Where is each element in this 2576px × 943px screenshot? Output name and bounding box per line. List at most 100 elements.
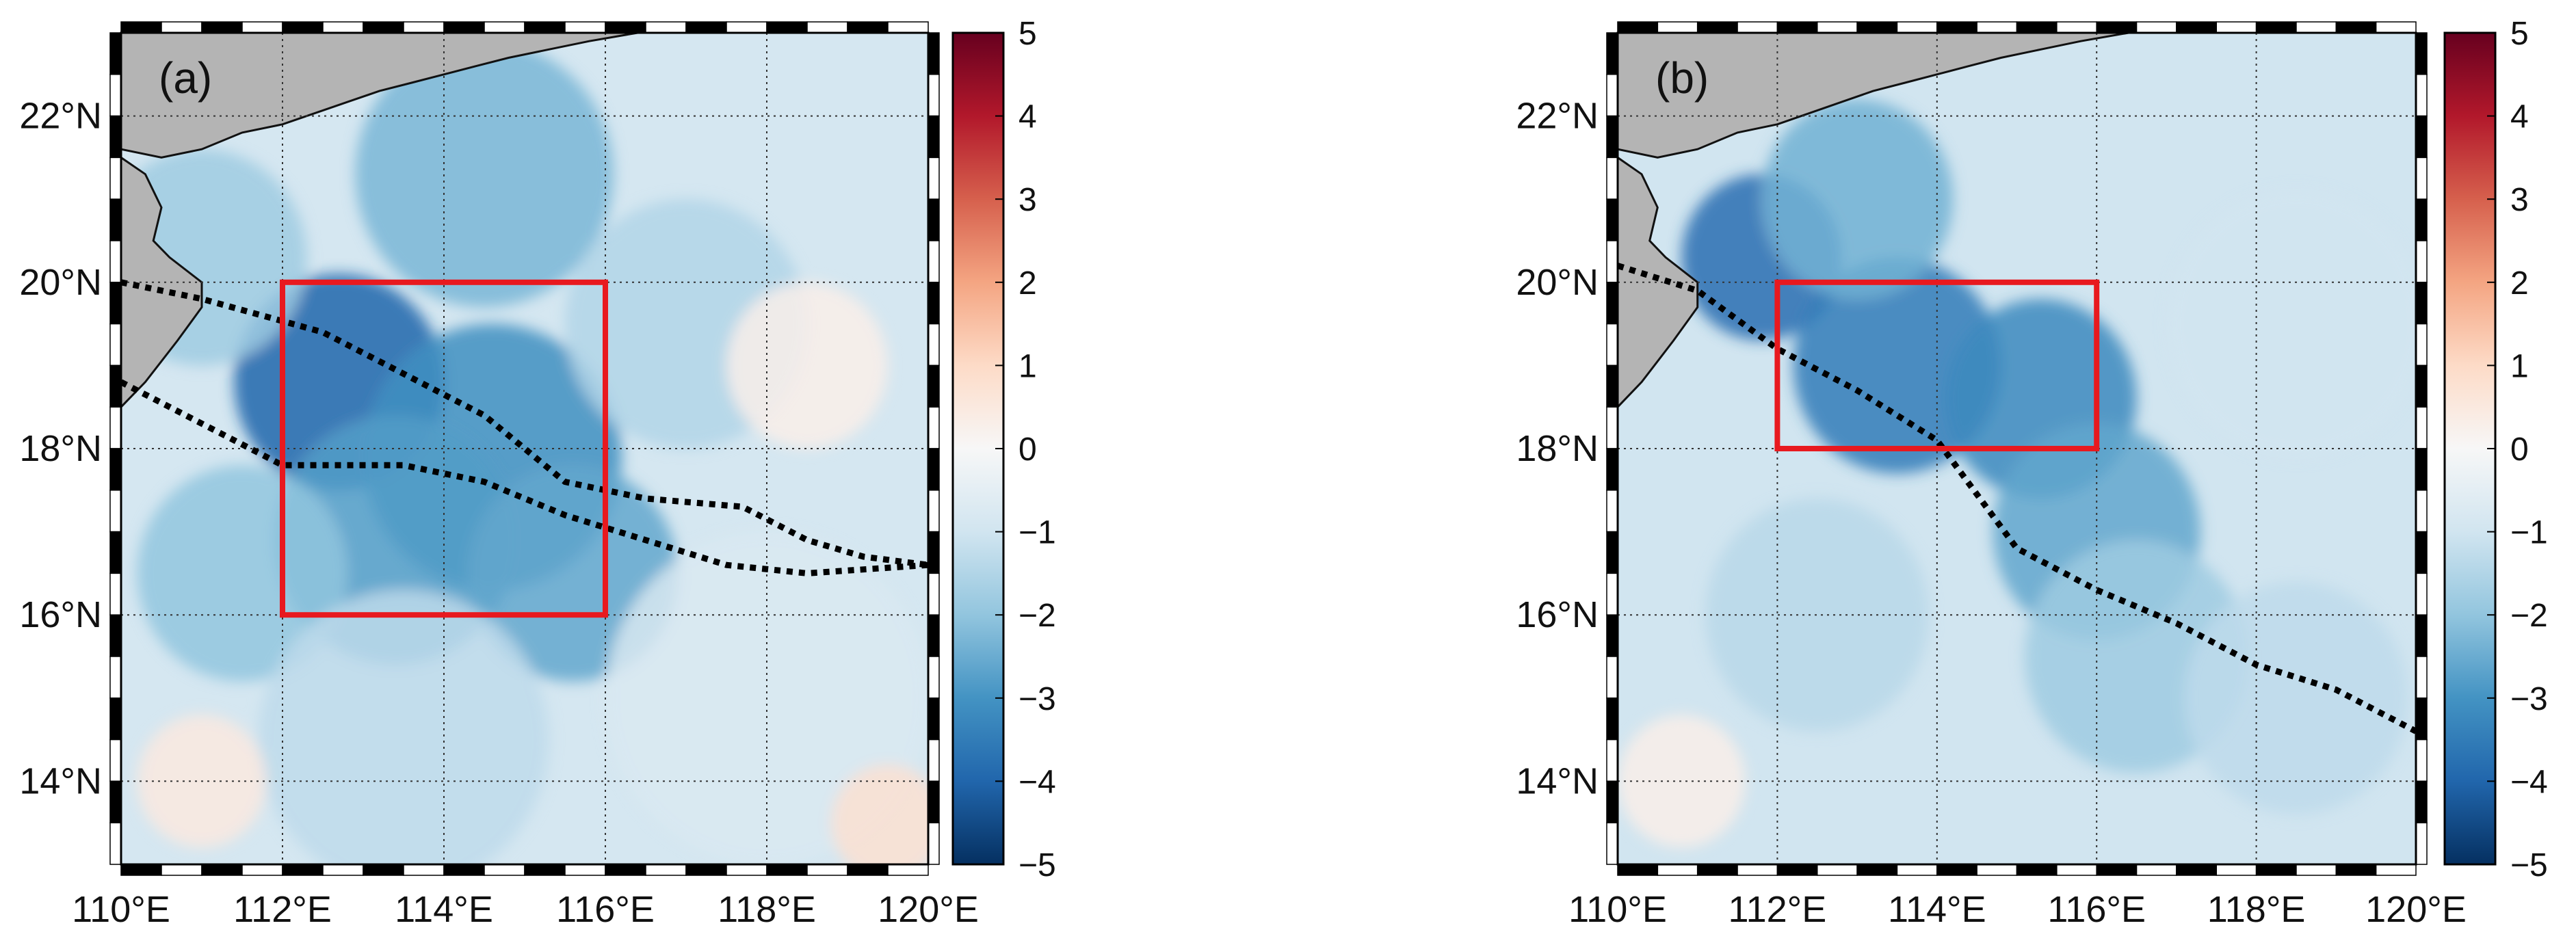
anomaly-blob bbox=[258, 589, 549, 864]
frame-segment bbox=[1606, 240, 1618, 283]
frame-segment bbox=[2415, 739, 2428, 782]
frame-segment bbox=[2415, 822, 2428, 865]
frame-segment bbox=[109, 490, 122, 533]
colorbar-tick-label: 0 bbox=[2510, 431, 2529, 468]
frame-segment bbox=[928, 448, 940, 491]
frame-segment bbox=[109, 531, 122, 574]
frame-segment bbox=[1606, 282, 1618, 325]
frame-segment bbox=[109, 822, 122, 865]
frame-segment bbox=[806, 21, 848, 34]
x-tick-label: 120°E bbox=[878, 889, 979, 930]
colorbar-tick-label: −1 bbox=[1018, 515, 1056, 551]
y-tick-label: 20°N bbox=[19, 262, 102, 303]
frame-segment bbox=[928, 822, 940, 865]
anomaly-blob bbox=[1705, 498, 1930, 732]
y-tick-label: 22°N bbox=[19, 96, 102, 137]
frame-segment bbox=[1817, 21, 1858, 34]
y-tick-label: 14°N bbox=[19, 760, 102, 801]
frame-segment bbox=[2056, 864, 2097, 876]
frame-segment bbox=[1896, 21, 1938, 34]
frame-segment bbox=[928, 406, 940, 449]
frame-segment bbox=[2415, 115, 2428, 159]
colorbar-tick-label: −3 bbox=[1018, 681, 1056, 717]
frame-segment bbox=[109, 115, 122, 159]
colorbar-tick-label: −5 bbox=[2510, 847, 2548, 884]
frame-segment bbox=[928, 490, 940, 533]
frame-segment bbox=[928, 74, 940, 117]
frame-segment bbox=[1936, 21, 1977, 34]
frame-segment bbox=[484, 21, 525, 34]
frame-segment bbox=[645, 21, 687, 34]
frame-segment bbox=[1776, 21, 1818, 34]
frame-segment bbox=[524, 21, 566, 34]
frame-segment bbox=[1606, 698, 1618, 741]
typhoon-track-1 bbox=[1618, 263, 2416, 734]
frame-segment bbox=[2176, 864, 2217, 876]
frame-segment bbox=[806, 864, 848, 876]
frame-segment bbox=[2415, 406, 2428, 449]
frame-segment bbox=[1606, 448, 1618, 491]
frame-segment bbox=[1606, 822, 1618, 865]
frame-segment bbox=[2176, 21, 2217, 34]
frame-segment bbox=[928, 240, 940, 283]
frame-segment bbox=[2415, 656, 2428, 699]
frame-segment bbox=[109, 406, 122, 449]
frame-segment bbox=[2056, 21, 2097, 34]
frame-segment bbox=[403, 21, 445, 34]
frame-segment bbox=[1606, 157, 1618, 200]
colorbar-tick-label: −2 bbox=[2510, 598, 2548, 634]
x-tick-label: 114°E bbox=[395, 889, 493, 930]
frame-segment bbox=[887, 864, 929, 876]
frame-segment bbox=[2335, 21, 2377, 34]
frame-segment bbox=[1606, 406, 1618, 449]
frame-segment bbox=[443, 21, 485, 34]
frame-segment bbox=[109, 448, 122, 491]
frame-segment bbox=[484, 864, 525, 876]
x-tick-label: 118°E bbox=[718, 889, 816, 930]
frame-segment bbox=[363, 21, 404, 34]
frame-segment bbox=[109, 323, 122, 367]
frame-segment bbox=[2216, 21, 2257, 34]
frame-segment bbox=[2415, 198, 2428, 241]
frame-segment bbox=[928, 198, 940, 241]
anomaly-blob bbox=[726, 282, 888, 449]
frame-segment bbox=[2375, 21, 2417, 34]
colorbar-tick-label: 3 bbox=[1018, 182, 1037, 218]
frame-segment bbox=[2335, 864, 2377, 876]
frame-segment bbox=[322, 21, 364, 34]
anomaly-blob bbox=[1761, 99, 1954, 300]
x-tick-label: 118°E bbox=[2207, 889, 2306, 930]
frame-segment bbox=[928, 32, 940, 75]
x-tick-label: 116°E bbox=[2047, 889, 2146, 930]
y-tick-label: 22°N bbox=[1516, 96, 1599, 137]
colorbar-tick-label: 1 bbox=[1018, 348, 1037, 384]
anomaly-blob bbox=[355, 41, 614, 308]
frame-segment bbox=[2415, 323, 2428, 367]
land bbox=[121, 33, 638, 409]
frame-segment bbox=[363, 864, 404, 876]
frame-segment bbox=[109, 282, 122, 325]
frame-segment bbox=[766, 21, 808, 34]
frame-segment bbox=[1606, 32, 1618, 75]
frame-segment bbox=[1606, 323, 1618, 367]
frame-segment bbox=[605, 21, 646, 34]
frame-segment bbox=[1936, 864, 1977, 876]
frame-segment bbox=[2255, 21, 2297, 34]
frame-segment bbox=[1896, 864, 1938, 876]
frame-segment bbox=[1817, 864, 1858, 876]
frame-segment bbox=[726, 21, 767, 34]
frame-segment bbox=[847, 864, 889, 876]
frame-segment bbox=[109, 364, 122, 408]
frame-segment bbox=[2135, 864, 2177, 876]
frame-segment bbox=[109, 240, 122, 283]
colorbar-tick-label: 1 bbox=[2510, 348, 2529, 384]
x-tick-label: 112°E bbox=[1729, 889, 1827, 930]
colorbar-tick-label: −1 bbox=[2510, 515, 2548, 551]
frame-segment bbox=[2415, 698, 2428, 741]
frame-segment bbox=[1606, 364, 1618, 408]
typhoon-track-2 bbox=[121, 379, 928, 576]
frame-segment bbox=[201, 21, 243, 34]
frame-segment bbox=[2415, 32, 2428, 75]
study-box bbox=[1774, 279, 2100, 451]
